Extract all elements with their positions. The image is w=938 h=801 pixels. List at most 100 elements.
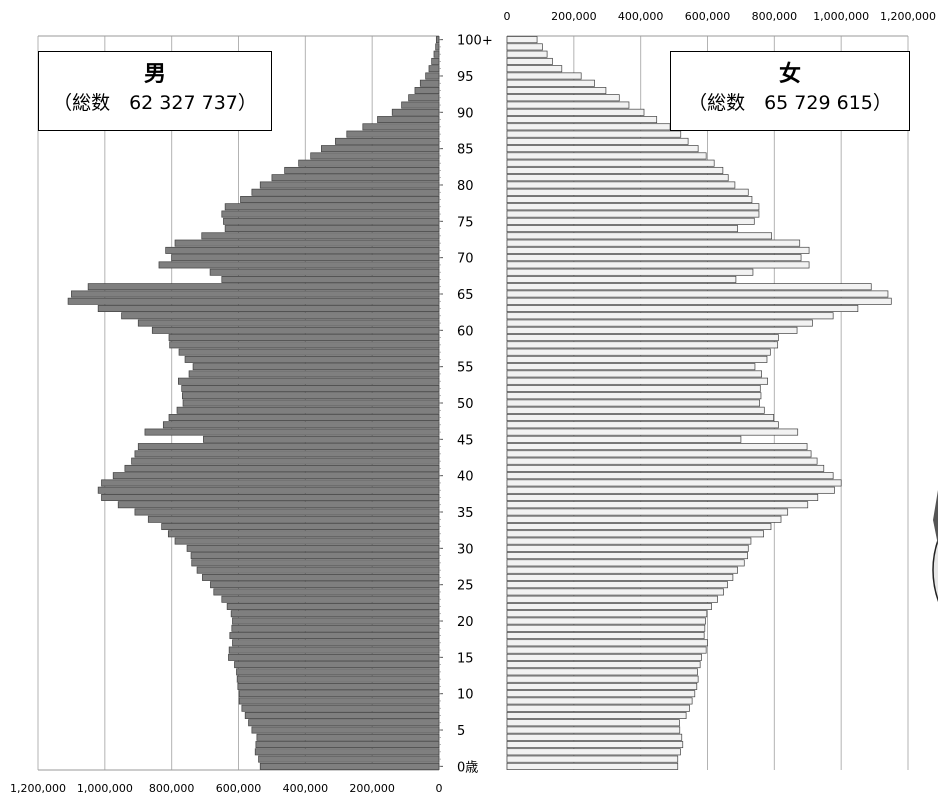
male-bar (362, 123, 440, 131)
male-bar (431, 57, 440, 65)
female-bar (506, 697, 693, 705)
age-label: 15 (457, 651, 474, 666)
female-bar (506, 559, 745, 567)
female-bar (506, 399, 760, 407)
female-bar (506, 275, 737, 283)
female-axis-tick-label: 600,000 (685, 10, 731, 23)
male-bar (391, 108, 440, 116)
male-bar (97, 486, 440, 494)
male-bar (71, 290, 440, 298)
male-bar (232, 639, 440, 647)
female-bar (506, 704, 690, 712)
female-bar (506, 733, 683, 741)
age-label: 65 (457, 288, 474, 303)
male-bar (428, 65, 440, 73)
male-axis-tick-label: 200,000 (349, 782, 395, 795)
male-bar (178, 348, 440, 356)
female-axis-tick-label: 400,000 (618, 10, 664, 23)
female-bar (506, 94, 620, 102)
male-bar (192, 363, 440, 371)
female-bar (506, 116, 658, 124)
age-label: 55 (457, 361, 474, 376)
male-bar (87, 283, 440, 291)
female-bar (506, 646, 707, 654)
male-bar (251, 188, 440, 196)
male-bar (174, 537, 440, 545)
female-bar (506, 639, 708, 647)
female-bar (506, 188, 749, 196)
female-legend-box: 女 （総数 65 729 615） (670, 51, 910, 131)
male-bar (144, 428, 440, 436)
male-bar (182, 392, 440, 400)
female-bar (506, 464, 825, 472)
male-axis-tick-label: 400,000 (283, 782, 329, 795)
male-bar (224, 225, 440, 233)
edge-circle-decoration (932, 537, 938, 603)
female-bar (506, 57, 553, 65)
male-bar (259, 181, 440, 189)
male-bar (231, 624, 440, 632)
female-bar (506, 668, 698, 676)
male-bar (101, 494, 440, 501)
male-total: （総数 62 327 737） (53, 92, 257, 114)
male-bar (435, 43, 440, 51)
female-bar (506, 573, 734, 581)
female-bar (506, 377, 768, 385)
male-bar (408, 94, 440, 102)
male-bar (321, 145, 440, 153)
male-bar (158, 261, 440, 269)
age-label: 90 (457, 106, 474, 121)
male-bar (190, 552, 440, 560)
female-bar (506, 65, 563, 73)
male-bar (240, 196, 440, 203)
age-label: 35 (457, 506, 474, 521)
female-bar (506, 203, 760, 211)
female-bar (506, 581, 728, 589)
female-bar (506, 682, 698, 690)
age-label: 0歳 (457, 760, 478, 775)
male-bar (124, 464, 440, 472)
female-axis-tick-label: 200,000 (551, 10, 597, 23)
male-bar (258, 755, 440, 763)
female-bar (506, 741, 684, 749)
female-bar (506, 443, 808, 451)
age-label: 5 (457, 724, 465, 739)
male-bar (196, 566, 440, 574)
female-bar (506, 36, 538, 44)
age-label: 45 (457, 433, 474, 448)
female-bar (506, 254, 802, 262)
male-bar (232, 617, 440, 625)
female-bar (506, 537, 752, 545)
female-bar (506, 283, 872, 291)
female-bar (506, 617, 706, 625)
age-label: 95 (457, 70, 474, 85)
female-bar (506, 428, 799, 436)
female-bar (506, 530, 764, 538)
age-label: 75 (457, 215, 474, 230)
female-bar (506, 268, 754, 276)
male-bar (238, 690, 440, 698)
female-bar (506, 181, 736, 189)
female-bar (506, 152, 707, 160)
male-bar (241, 704, 440, 712)
female-bar (506, 494, 819, 501)
female-axis-tick-label: 0 (504, 10, 511, 23)
female-bar (506, 108, 645, 116)
male-bar (237, 682, 440, 690)
male-legend-box: 男 （総数 62 327 737） (38, 51, 272, 131)
male-bar (228, 646, 440, 654)
male-bar (101, 479, 440, 487)
female-bar (506, 544, 749, 552)
male-bar (147, 515, 440, 523)
female-bar (506, 479, 842, 487)
male-bar (210, 581, 440, 589)
female-bar (506, 159, 715, 167)
male-bar (259, 762, 440, 770)
female-bar (506, 508, 789, 516)
female-bar (506, 552, 748, 560)
female-bar (506, 341, 779, 349)
edge-circle-shading (933, 490, 938, 545)
male-bar (234, 661, 440, 669)
female-bar (506, 370, 762, 378)
